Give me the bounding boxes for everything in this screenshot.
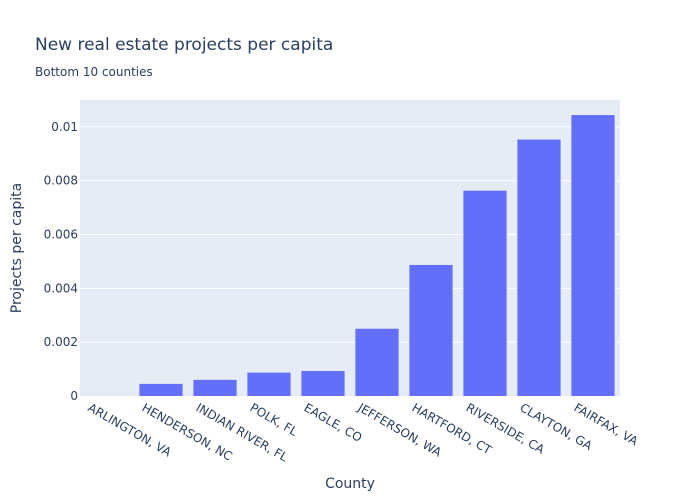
y-tick-labels: 0 0.002 0.004 0.006 0.008 0.01 — [44, 120, 78, 403]
chart-subtitle: Bottom 10 counties — [35, 65, 153, 79]
bar — [139, 383, 183, 396]
bar — [409, 264, 453, 396]
x-tick-label: INDIAN RIVER, FL — [194, 400, 291, 464]
chart-title: New real estate projects per capita — [35, 35, 333, 55]
bar — [193, 379, 237, 396]
bar — [247, 372, 291, 396]
y-tick-label: 0.006 — [44, 228, 78, 242]
y-tick-label: 0 — [70, 389, 78, 403]
x-axis-title: County — [325, 476, 375, 492]
bars — [139, 115, 615, 396]
y-tick-label: 0.008 — [44, 174, 78, 188]
y-tick-label: 0.01 — [51, 120, 78, 134]
bar — [301, 370, 345, 396]
bar — [355, 328, 399, 396]
bar — [463, 190, 507, 396]
x-tick-label: EAGLE, CO — [302, 400, 365, 444]
y-tick-label: 0.002 — [44, 335, 78, 349]
y-axis-title: Projects per capita — [9, 183, 25, 313]
y-tick-label: 0.004 — [44, 281, 78, 295]
bar — [571, 115, 615, 396]
x-tick-label: HENDERSON, NC — [140, 400, 235, 463]
bar — [517, 139, 561, 396]
